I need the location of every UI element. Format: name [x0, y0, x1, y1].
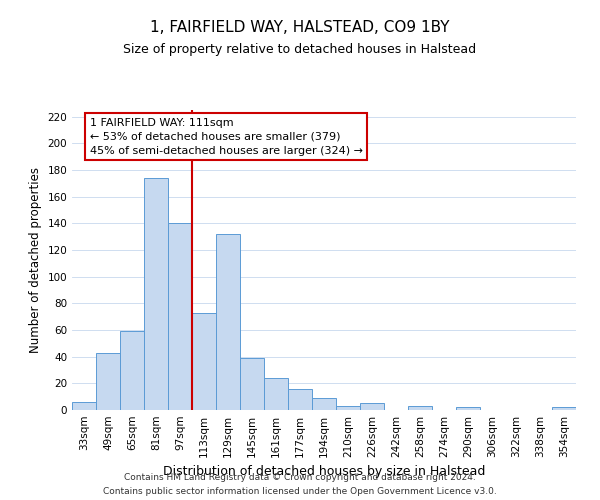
Bar — [264, 378, 288, 410]
Bar — [240, 358, 264, 410]
Bar — [552, 408, 576, 410]
Bar — [312, 398, 336, 410]
Text: 1, FAIRFIELD WAY, HALSTEAD, CO9 1BY: 1, FAIRFIELD WAY, HALSTEAD, CO9 1BY — [150, 20, 450, 35]
Bar — [360, 404, 384, 410]
Bar — [216, 234, 240, 410]
Bar — [408, 406, 432, 410]
Bar — [120, 332, 144, 410]
Bar — [144, 178, 168, 410]
Bar — [168, 224, 192, 410]
Y-axis label: Number of detached properties: Number of detached properties — [29, 167, 42, 353]
Text: Contains public sector information licensed under the Open Government Licence v3: Contains public sector information licen… — [103, 486, 497, 496]
Bar — [72, 402, 96, 410]
Bar — [456, 408, 480, 410]
Bar — [336, 406, 360, 410]
Text: Size of property relative to detached houses in Halstead: Size of property relative to detached ho… — [124, 42, 476, 56]
Text: Contains HM Land Registry data © Crown copyright and database right 2024.: Contains HM Land Registry data © Crown c… — [124, 473, 476, 482]
X-axis label: Distribution of detached houses by size in Halstead: Distribution of detached houses by size … — [163, 466, 485, 478]
Text: 1 FAIRFIELD WAY: 111sqm
← 53% of detached houses are smaller (379)
45% of semi-d: 1 FAIRFIELD WAY: 111sqm ← 53% of detache… — [89, 118, 362, 156]
Bar — [96, 352, 120, 410]
Bar — [288, 388, 312, 410]
Bar — [192, 312, 216, 410]
